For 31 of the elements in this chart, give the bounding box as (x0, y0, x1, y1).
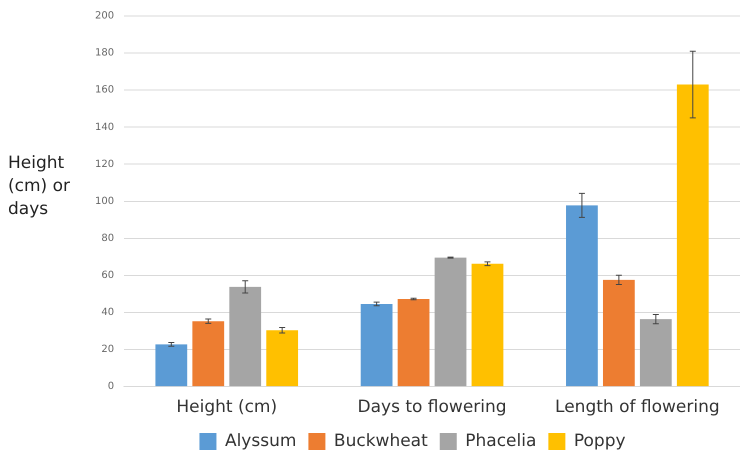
bar (602, 280, 635, 386)
bar (398, 298, 430, 386)
x-tick-label: Height (cm) (176, 397, 278, 418)
legend-label: Poppy (574, 430, 626, 451)
y-tick-label: 0 (108, 381, 114, 392)
bar (640, 319, 672, 386)
bar (434, 258, 466, 386)
x-tick-label: Days to flowering (358, 397, 507, 418)
y-tick-label: 80 (101, 232, 114, 244)
y-axis-title: Height (cm) or days (8, 152, 71, 221)
y-tick-label: 40 (101, 307, 114, 318)
bar (566, 205, 598, 386)
x-tick-label: Length of flowering (555, 397, 720, 418)
legend-label: Phacelia (465, 430, 536, 451)
bar (266, 330, 298, 386)
bar (360, 304, 392, 386)
y-tick-label: 200 (94, 10, 114, 22)
bar (472, 264, 504, 386)
legend-label: Buckwheat (334, 430, 428, 451)
y-tick-label: 140 (94, 122, 114, 133)
y-tick-label: 160 (94, 84, 114, 96)
y-tick-label: 180 (94, 48, 114, 59)
y-tick-label: 100 (94, 196, 114, 207)
bar (229, 286, 262, 386)
legend-label: Alyssum (224, 430, 296, 451)
y-tick-label: 120 (94, 158, 114, 170)
y-tick-label: 20 (101, 344, 114, 356)
bar (676, 84, 709, 386)
y-tick-label: 60 (101, 270, 114, 282)
bar (155, 344, 188, 386)
bar (192, 321, 224, 386)
